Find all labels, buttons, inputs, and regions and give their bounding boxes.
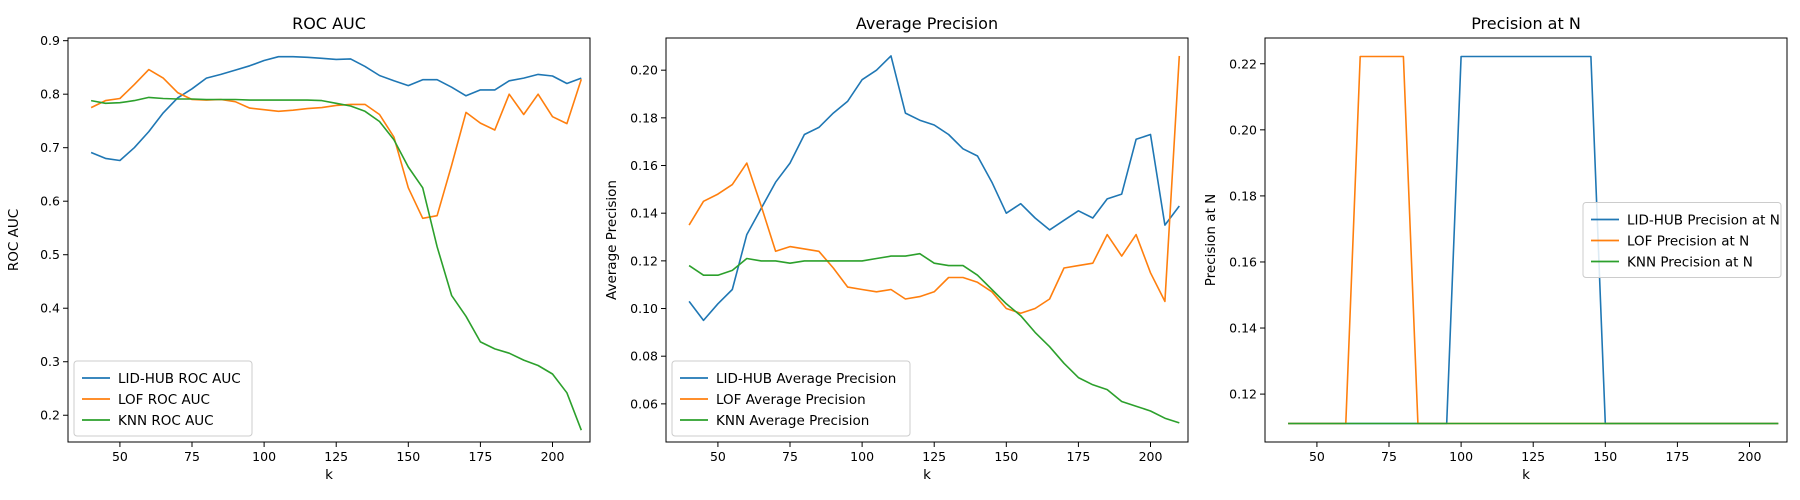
y-tick-label: 0.4 xyxy=(40,301,60,316)
x-tick-label: 50 xyxy=(112,449,128,464)
legend-label: LID-HUB ROC AUC xyxy=(118,371,241,387)
x-tick-label: 125 xyxy=(324,449,348,464)
legend: LID-HUB Average Precision LOF Average Pre… xyxy=(671,360,911,437)
series-line-lid xyxy=(688,55,1180,322)
x-tick-label: 200 xyxy=(1738,449,1762,464)
y-tick-label: 0.6 xyxy=(40,194,60,209)
y-axis-label: Precision at N xyxy=(1203,194,1219,286)
y-tick-label: 0.18 xyxy=(1229,188,1257,203)
x-tick-label: 150 xyxy=(396,449,420,464)
y-tick-label: 0.8 xyxy=(40,87,60,102)
y-tick-label: 0.16 xyxy=(630,158,658,173)
x-axis-label: k xyxy=(325,467,333,483)
y-tick-label: 0.20 xyxy=(1229,122,1257,137)
chart-title: ROC AUC xyxy=(292,14,366,33)
x-tick-label: 175 xyxy=(1066,449,1090,464)
series-line-lof xyxy=(90,68,583,220)
x-tick-label: 150 xyxy=(1593,449,1617,464)
y-axis-label: ROC AUC xyxy=(6,209,22,271)
x-tick-label: 100 xyxy=(252,449,276,464)
chart-3: Precision at N 50 75 100 125 150 175 200 0.12 0.1… xyxy=(1203,14,1788,483)
x-tick-label: 175 xyxy=(468,449,492,464)
legend-label: LOF Average Precision xyxy=(716,392,866,408)
legend-box xyxy=(73,360,253,437)
chart-1: ROC AUC 50 75 100 125 150 175 200 0.2 0.3 0.4 0.5 0.… xyxy=(6,14,591,483)
y-tick-label: 0.12 xyxy=(1229,387,1257,402)
legend-label: KNN ROC AUC xyxy=(118,413,214,429)
y-tick-label: 0.5 xyxy=(40,247,60,262)
legend-label: LOF ROC AUC xyxy=(118,392,210,408)
x-axis-label: k xyxy=(923,467,931,483)
plot-frame xyxy=(665,37,1189,443)
y-tick-label: 0.7 xyxy=(40,140,60,155)
plot-frame xyxy=(1264,37,1788,443)
y-tick-label: 0.10 xyxy=(630,301,658,316)
legend-label: KNN Precision at N xyxy=(1627,255,1753,271)
chart-title: Average Precision xyxy=(856,14,998,33)
x-tick-label: 100 xyxy=(1449,449,1473,464)
y-axis-label: Average Precision xyxy=(604,180,620,300)
series-line-knn xyxy=(90,96,583,431)
chart-title: Precision at N xyxy=(1471,14,1581,33)
x-tick-label: 75 xyxy=(782,449,798,464)
legend-label: LID-HUB Average Precision xyxy=(716,371,896,387)
x-tick-label: 75 xyxy=(1381,449,1397,464)
x-tick-label: 125 xyxy=(1521,449,1545,464)
plot-frame xyxy=(67,37,591,443)
series-line-knn xyxy=(688,252,1180,424)
legend: LID-HUB Precision at N LOF Precision at N… xyxy=(1582,202,1782,278)
x-tick-label: 75 xyxy=(184,449,200,464)
y-tick-label: 0.3 xyxy=(40,354,60,369)
x-tick-label: 50 xyxy=(1309,449,1325,464)
series-line-lof xyxy=(688,55,1181,315)
x-tick-label: 200 xyxy=(1139,449,1163,464)
x-axis-label: k xyxy=(1522,467,1530,483)
y-tick-label: 0.20 xyxy=(630,63,658,78)
y-tick-label: 0.14 xyxy=(1229,321,1257,336)
x-tick-label: 100 xyxy=(850,449,874,464)
x-tick-label: 125 xyxy=(922,449,946,464)
legend-label: LID-HUB Precision at N xyxy=(1627,213,1780,229)
legend-label: LOF Precision at N xyxy=(1627,234,1749,250)
x-tick-label: 175 xyxy=(1665,449,1689,464)
legend-box xyxy=(1582,202,1782,278)
y-tick-label: 0.14 xyxy=(630,206,658,221)
y-tick-label: 0.22 xyxy=(1229,56,1257,71)
x-tick-label: 150 xyxy=(994,449,1018,464)
y-tick-label: 0.08 xyxy=(630,349,658,364)
x-tick-label: 200 xyxy=(541,449,565,464)
legend-label: KNN Average Precision xyxy=(716,413,869,429)
y-tick-label: 0.06 xyxy=(630,396,658,411)
y-tick-label: 0.2 xyxy=(40,408,60,423)
y-tick-label: 0.16 xyxy=(1229,254,1257,269)
y-tick-label: 0.18 xyxy=(630,110,658,125)
y-tick-label: 0.12 xyxy=(630,253,658,268)
legend: LID-HUB ROC AUC LOF ROC AUC KNN ROC AUC xyxy=(73,360,253,437)
chart-2: Average Precision 50 75 100 125 150 175 200 0.06… xyxy=(604,14,1189,483)
legend-box xyxy=(671,360,911,437)
series-line-lid xyxy=(90,55,582,162)
x-tick-label: 50 xyxy=(710,449,726,464)
y-tick-label: 0.9 xyxy=(40,33,60,48)
